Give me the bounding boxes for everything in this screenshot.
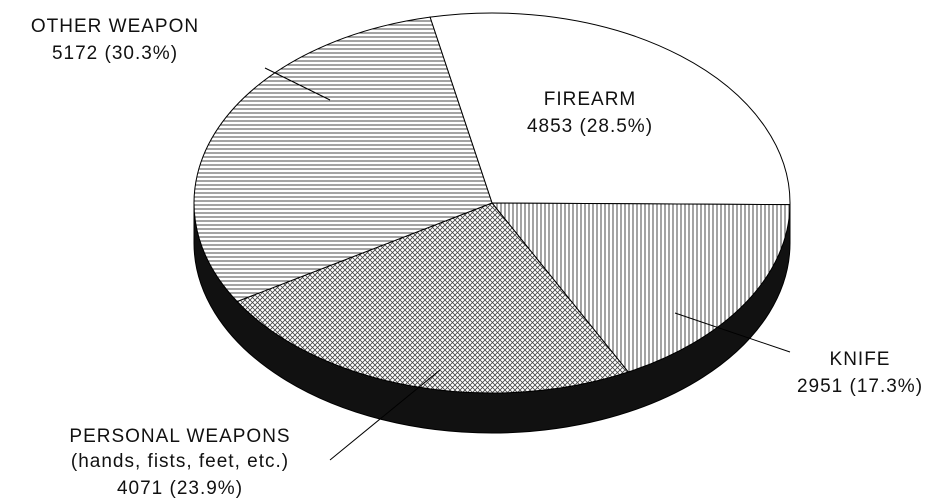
slice-label: OTHER WEAPON [31,16,199,37]
slice-label: PERSONAL WEAPONS [69,426,290,447]
slice-value-label: 2951 (17.3%) [797,376,923,397]
leader-line [264,67,331,101]
slice-value-label: 4853 (28.5%) [527,116,653,137]
pie-slice [490,202,791,373]
slice-value-label: 4071 (23.9%) [117,478,243,499]
slice-label: FIREARM [544,89,637,110]
slice-sublabel: (hands, fists, feet, etc.) [71,451,289,472]
slice-label: KNIFE [830,349,891,370]
slice-value-label: 5172 (30.3%) [52,43,178,64]
pie-slice [193,16,493,303]
leader-line [329,369,441,461]
pie-slice [429,12,791,206]
pie-slice [236,202,630,394]
leader-line [674,312,791,353]
